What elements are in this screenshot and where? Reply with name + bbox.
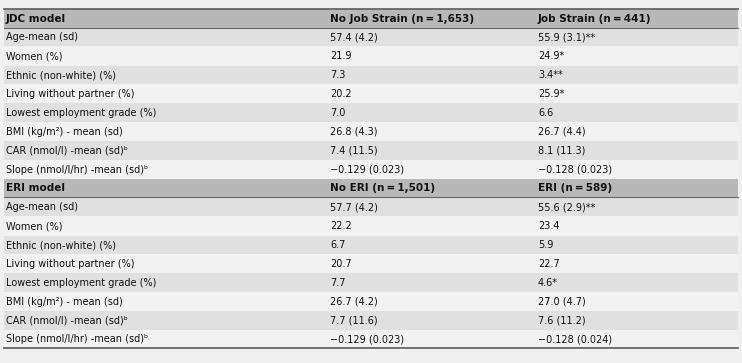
FancyBboxPatch shape xyxy=(4,254,738,273)
FancyBboxPatch shape xyxy=(4,47,738,65)
Text: ERI (n = 589): ERI (n = 589) xyxy=(538,183,612,193)
Text: 3.4**: 3.4** xyxy=(538,70,562,80)
Text: BMI (kg/m²) - mean (sd): BMI (kg/m²) - mean (sd) xyxy=(6,297,122,307)
Text: 8.1 (11.3): 8.1 (11.3) xyxy=(538,146,585,156)
Text: 55.6 (2.9)**: 55.6 (2.9)** xyxy=(538,202,595,212)
Text: −0.128 (0.023): −0.128 (0.023) xyxy=(538,164,612,175)
FancyBboxPatch shape xyxy=(4,292,738,311)
Text: 26.7 (4.2): 26.7 (4.2) xyxy=(330,297,378,307)
Text: 25.9*: 25.9* xyxy=(538,89,565,99)
FancyBboxPatch shape xyxy=(4,273,738,292)
FancyBboxPatch shape xyxy=(4,66,738,84)
Text: 57.7 (4.2): 57.7 (4.2) xyxy=(330,202,378,212)
FancyBboxPatch shape xyxy=(4,179,738,197)
Text: Living without partner (%): Living without partner (%) xyxy=(6,259,134,269)
FancyBboxPatch shape xyxy=(4,330,738,348)
Text: −0.128 (0.024): −0.128 (0.024) xyxy=(538,334,612,344)
Text: 57.4 (4.2): 57.4 (4.2) xyxy=(330,32,378,42)
Text: Slope (nmol/l/hr) -mean (sd)ᵇ: Slope (nmol/l/hr) -mean (sd)ᵇ xyxy=(6,334,148,344)
FancyBboxPatch shape xyxy=(4,217,738,235)
Text: 7.7 (11.6): 7.7 (11.6) xyxy=(330,315,378,326)
FancyBboxPatch shape xyxy=(4,9,738,28)
Text: 22.7: 22.7 xyxy=(538,259,559,269)
Text: CAR (nmol/l) -mean (sd)ᵇ: CAR (nmol/l) -mean (sd)ᵇ xyxy=(6,315,128,326)
Text: ERI model: ERI model xyxy=(6,183,65,193)
Text: 55.9 (3.1)**: 55.9 (3.1)** xyxy=(538,32,595,42)
Text: Job Strain (n = 441): Job Strain (n = 441) xyxy=(538,13,651,24)
FancyBboxPatch shape xyxy=(4,236,738,254)
Text: Ethnic (non-white) (%): Ethnic (non-white) (%) xyxy=(6,70,116,80)
Text: 24.9*: 24.9* xyxy=(538,51,564,61)
FancyBboxPatch shape xyxy=(4,122,738,141)
Text: 7.7: 7.7 xyxy=(330,278,346,288)
Text: Women (%): Women (%) xyxy=(6,51,62,61)
FancyBboxPatch shape xyxy=(4,28,738,46)
FancyBboxPatch shape xyxy=(4,141,738,160)
Text: Women (%): Women (%) xyxy=(6,221,62,231)
Text: −0.129 (0.023): −0.129 (0.023) xyxy=(330,334,404,344)
Text: Age-mean (sd): Age-mean (sd) xyxy=(6,32,78,42)
Text: CAR (nmol/l) -mean (sd)ᵇ: CAR (nmol/l) -mean (sd)ᵇ xyxy=(6,146,128,156)
Text: Slope (nmol/l/hr) -mean (sd)ᵇ: Slope (nmol/l/hr) -mean (sd)ᵇ xyxy=(6,164,148,175)
Text: BMI (kg/m²) - mean (sd): BMI (kg/m²) - mean (sd) xyxy=(6,127,122,137)
Text: No Job Strain (n = 1,653): No Job Strain (n = 1,653) xyxy=(330,13,474,24)
Text: 6.6: 6.6 xyxy=(538,108,554,118)
Text: 7.3: 7.3 xyxy=(330,70,346,80)
Text: 27.0 (4.7): 27.0 (4.7) xyxy=(538,297,585,307)
Text: JDC model: JDC model xyxy=(6,13,66,24)
Text: Age-mean (sd): Age-mean (sd) xyxy=(6,202,78,212)
FancyBboxPatch shape xyxy=(4,160,738,179)
Text: No ERI (n = 1,501): No ERI (n = 1,501) xyxy=(330,183,436,193)
Text: 20.2: 20.2 xyxy=(330,89,352,99)
Text: Lowest employment grade (%): Lowest employment grade (%) xyxy=(6,108,157,118)
Text: 26.7 (4.4): 26.7 (4.4) xyxy=(538,127,585,137)
Text: Living without partner (%): Living without partner (%) xyxy=(6,89,134,99)
Text: 4.6*: 4.6* xyxy=(538,278,558,288)
FancyBboxPatch shape xyxy=(4,103,738,122)
Text: 22.2: 22.2 xyxy=(330,221,352,231)
Text: 7.6 (11.2): 7.6 (11.2) xyxy=(538,315,585,326)
Text: 26.8 (4.3): 26.8 (4.3) xyxy=(330,127,378,137)
FancyBboxPatch shape xyxy=(4,85,738,103)
Text: 7.0: 7.0 xyxy=(330,108,346,118)
Text: Ethnic (non-white) (%): Ethnic (non-white) (%) xyxy=(6,240,116,250)
Text: 20.7: 20.7 xyxy=(330,259,352,269)
FancyBboxPatch shape xyxy=(4,198,738,216)
Text: −0.129 (0.023): −0.129 (0.023) xyxy=(330,164,404,175)
Text: Lowest employment grade (%): Lowest employment grade (%) xyxy=(6,278,157,288)
Text: 21.9: 21.9 xyxy=(330,51,352,61)
FancyBboxPatch shape xyxy=(4,311,738,330)
Text: 23.4: 23.4 xyxy=(538,221,559,231)
Text: 7.4 (11.5): 7.4 (11.5) xyxy=(330,146,378,156)
Text: 6.7: 6.7 xyxy=(330,240,346,250)
Text: 5.9: 5.9 xyxy=(538,240,554,250)
